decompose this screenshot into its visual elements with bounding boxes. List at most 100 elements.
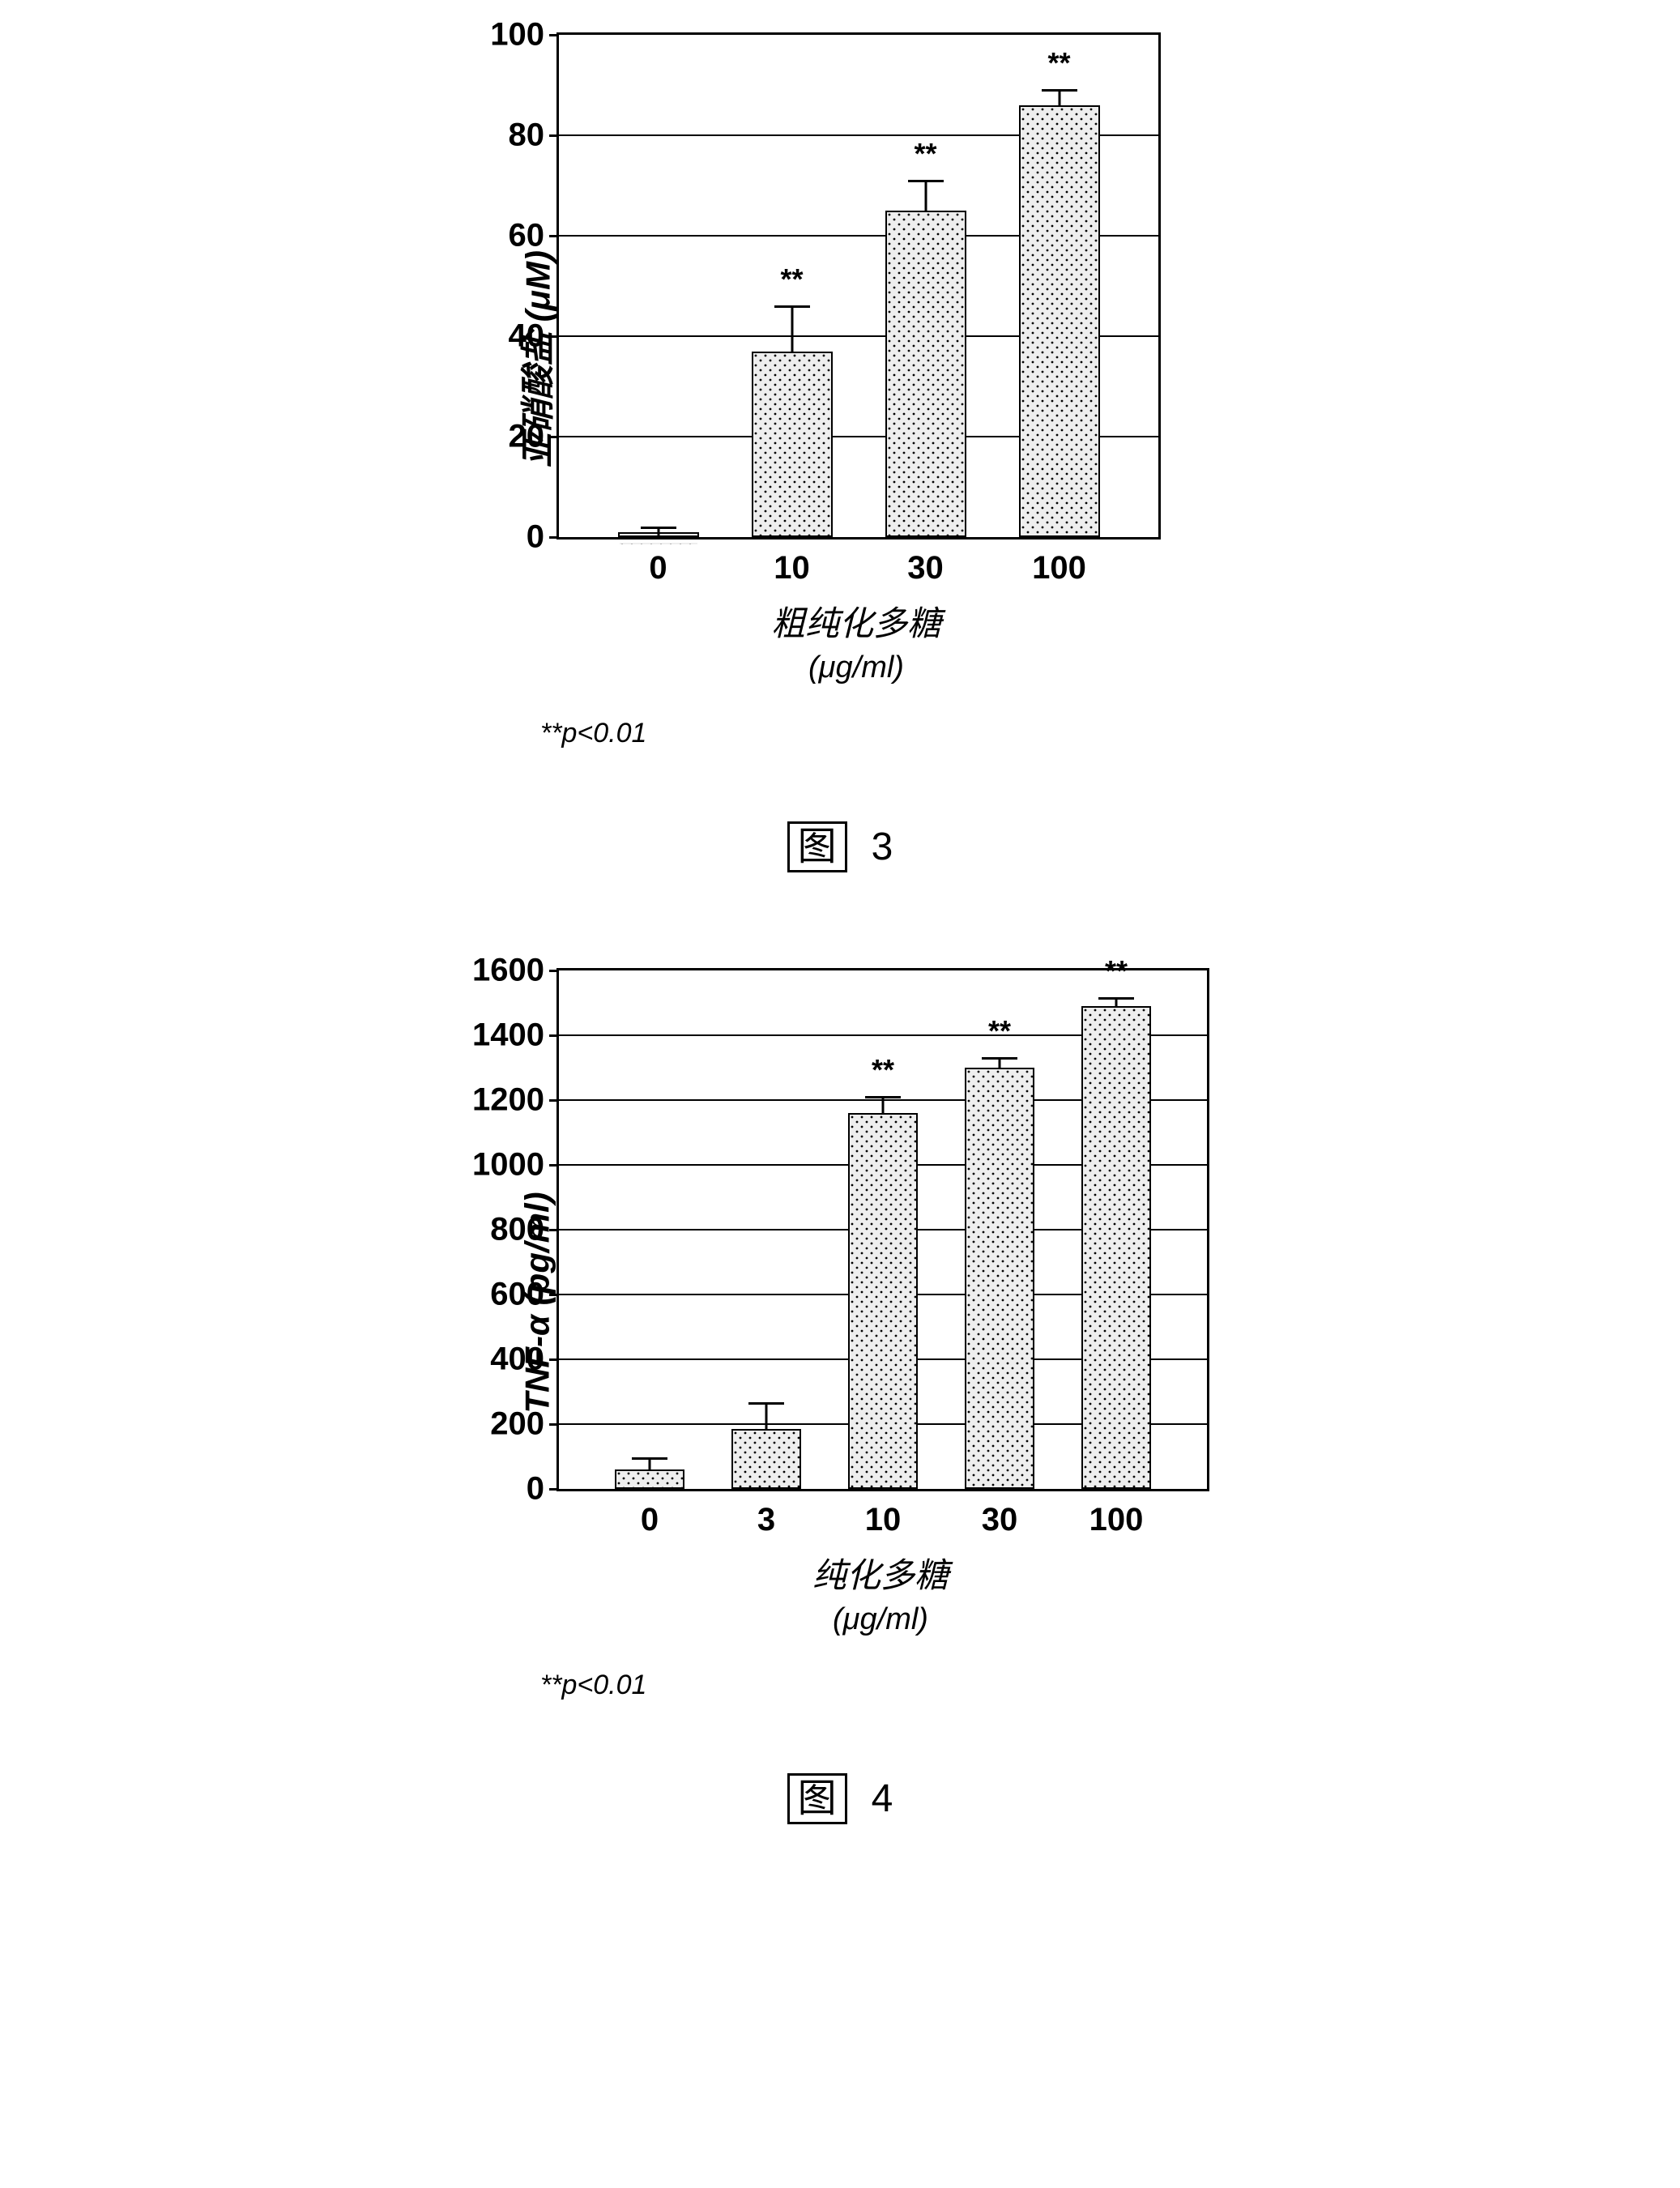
bar-fill (966, 1069, 1033, 1487)
y-tick-mark (549, 335, 559, 338)
chart-area: 亚硝酸盐 (μM) 0204060801000**10**30**100粗纯化多… (556, 32, 1286, 685)
x-tick-label: 30 (907, 550, 944, 586)
caption-number: 4 (872, 1777, 893, 1820)
y-tick-label: 40 (509, 318, 545, 355)
p-value-note: **p<0.01 (540, 718, 1286, 749)
y-tick-label: 1200 (472, 1082, 544, 1119)
bar (1019, 105, 1100, 537)
significance-label: ** (872, 1053, 894, 1087)
y-tick-label: 800 (490, 1212, 544, 1248)
error-cap (865, 1096, 901, 1098)
x-tick-label: 100 (1089, 1502, 1144, 1538)
bar-fill (753, 353, 831, 535)
bar-fill (887, 212, 965, 535)
y-tick-mark (549, 235, 559, 237)
error-bar (765, 1405, 768, 1431)
x-axis-unit: (μg/ml) (556, 650, 1156, 685)
y-tick-label: 400 (490, 1341, 544, 1378)
y-tick-label: 200 (490, 1406, 544, 1443)
figure-fig4: TNF-α (pg/ml) 02004006008001000120014001… (394, 968, 1286, 1823)
error-bar (791, 308, 793, 353)
y-tick-label: 600 (490, 1277, 544, 1313)
bar (848, 1113, 918, 1489)
bar (965, 1068, 1034, 1489)
significance-label: ** (780, 262, 803, 296)
error-cap (774, 305, 810, 308)
bar-fill (1083, 1008, 1149, 1487)
caption-number: 3 (872, 825, 893, 868)
caption-prefix: 图 (787, 821, 847, 872)
x-axis-label: 粗纯化多糖 (556, 596, 1156, 646)
significance-label: ** (988, 1014, 1011, 1048)
y-tick-label: 80 (509, 117, 545, 154)
y-tick-mark (549, 1164, 559, 1167)
y-tick-mark (549, 1488, 559, 1491)
figure-fig3: 亚硝酸盐 (μM) 0204060801000**10**30**100粗纯化多… (394, 32, 1286, 871)
figure-caption: 图4 (394, 1766, 1286, 1823)
error-cap (641, 527, 676, 529)
chart-area: TNF-α (pg/ml) 02004006008001000120014001… (556, 968, 1286, 1637)
bar (752, 352, 833, 537)
p-value-note: **p<0.01 (540, 1670, 1286, 1701)
y-tick-label: 0 (527, 519, 544, 556)
x-tick-label: 10 (865, 1502, 902, 1538)
plot-box: 0200400600800100012001400160003**10**30*… (556, 968, 1209, 1491)
bar-slot: **10 (825, 970, 941, 1489)
bar-slot: **10 (725, 35, 859, 537)
y-tick-mark (549, 1294, 559, 1296)
x-axis-unit: (μg/ml) (556, 1602, 1205, 1637)
bar (885, 211, 966, 537)
error-cap (908, 180, 944, 182)
bar-slot: 3 (708, 970, 825, 1489)
bar (618, 532, 699, 537)
error-cap (1042, 89, 1077, 92)
page-root: 亚硝酸盐 (μM) 0204060801000**10**30**100粗纯化多… (16, 32, 1664, 1823)
y-tick-mark (549, 1229, 559, 1231)
error-bar (882, 1098, 885, 1115)
y-tick-mark (549, 1358, 559, 1361)
y-tick-label: 1600 (472, 953, 544, 989)
bar (615, 1469, 684, 1489)
bar (731, 1429, 801, 1489)
x-tick-label: 0 (649, 550, 667, 586)
y-tick-mark (549, 34, 559, 36)
x-tick-label: 100 (1032, 550, 1086, 586)
significance-label: ** (1105, 954, 1128, 988)
bar-slot: **100 (1058, 970, 1175, 1489)
caption-prefix: 图 (787, 1773, 847, 1824)
error-bar (924, 182, 927, 212)
bar-fill (1021, 107, 1098, 535)
y-tick-mark (549, 1423, 559, 1426)
y-tick-label: 1400 (472, 1017, 544, 1054)
bars-row: 03**10**30**100 (559, 970, 1207, 1489)
error-cap (632, 1457, 667, 1460)
y-tick-label: 60 (509, 218, 545, 254)
significance-label: ** (1047, 46, 1070, 80)
significance-label: ** (914, 137, 936, 171)
error-cap (748, 1402, 784, 1405)
bar-fill (733, 1431, 799, 1487)
bar-fill (620, 534, 697, 535)
y-tick-mark (549, 970, 559, 972)
y-tick-label: 1000 (472, 1147, 544, 1184)
x-axis-label: 纯化多糖 (556, 1548, 1205, 1597)
x-tick-label: 0 (641, 1502, 659, 1538)
x-tick-label: 10 (774, 550, 810, 586)
bars-row: 0**10**30**100 (559, 35, 1158, 537)
bar-slot: **100 (992, 35, 1126, 537)
x-tick-label: 3 (757, 1502, 775, 1538)
y-tick-label: 0 (527, 1471, 544, 1508)
y-tick-label: 100 (490, 17, 544, 53)
y-tick-mark (549, 436, 559, 438)
bar-slot: 0 (591, 35, 725, 537)
bar-fill (850, 1115, 916, 1487)
y-tick-mark (549, 536, 559, 539)
plot-box: 0204060801000**10**30**100 (556, 32, 1161, 540)
y-tick-mark (549, 134, 559, 137)
x-tick-label: 30 (982, 1502, 1018, 1538)
y-tick-mark (549, 1099, 559, 1102)
error-cap (982, 1057, 1017, 1060)
y-tick-mark (549, 1034, 559, 1037)
bar-slot: **30 (941, 970, 1058, 1489)
error-cap (1098, 997, 1134, 1000)
